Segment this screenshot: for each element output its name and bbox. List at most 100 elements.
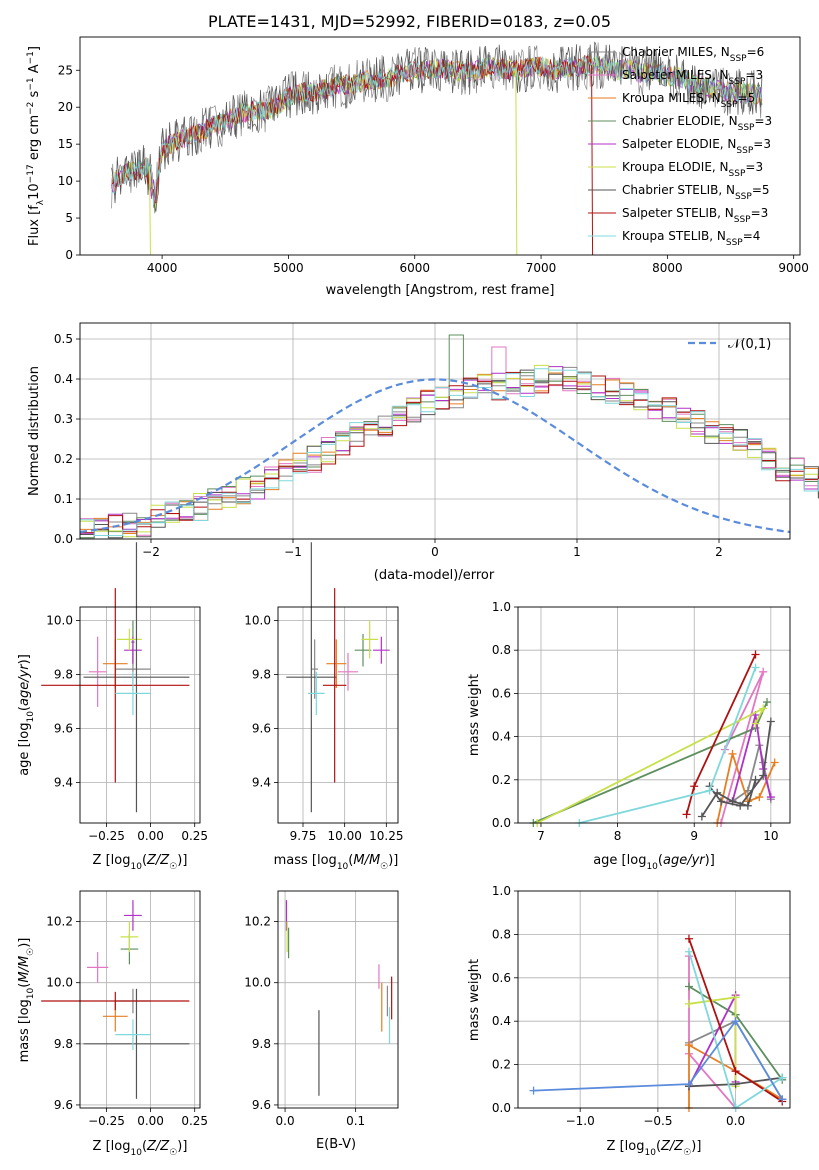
y-tick-label: 15 — [58, 137, 73, 151]
x-axis-label: mass [log10(M/M☉)] — [274, 853, 399, 872]
x-tick-label: 0.00 — [137, 829, 164, 843]
axes-frame — [517, 890, 791, 1109]
y-tick-label: 0.4 — [492, 730, 511, 744]
weight-marker — [770, 758, 779, 767]
legend-label: Kroupa ELODIE, NSSP=3 — [622, 160, 763, 179]
y-axis-label: mass [log10(M/M☉)] — [17, 938, 36, 1063]
weight-marker — [713, 788, 722, 797]
axes-frame — [79, 606, 201, 824]
y-tick-label: 0.6 — [492, 686, 511, 700]
x-tick-label: 10.25 — [369, 829, 403, 843]
weight-marker — [759, 704, 768, 713]
y-tick-label: 1.0 — [492, 600, 511, 614]
y-tick-label: 10.0 — [244, 614, 271, 628]
y-tick-label: 10 — [58, 174, 73, 188]
y-tick-label: 25 — [58, 63, 73, 77]
weight-marker — [759, 771, 768, 780]
weight-marker — [731, 1067, 740, 1076]
legend-label: Chabrier MILES, NSSP=6 — [622, 45, 764, 64]
y-tick-label: 0.4 — [492, 1014, 511, 1028]
weight-marker — [766, 717, 775, 726]
x-tick-label: 9000 — [778, 261, 809, 275]
x-tick-label: 10 — [763, 829, 778, 843]
y-tick-label: 0.3 — [54, 412, 73, 426]
y-tick-label: 0.0 — [492, 816, 511, 830]
x-tick-label: 0.25 — [181, 1114, 208, 1128]
x-tick-label: −1 — [284, 545, 302, 559]
y-tick-label: 9.6 — [54, 722, 73, 736]
y-tick-label: 9.8 — [252, 668, 271, 682]
y-tick-label: 10.2 — [244, 915, 271, 929]
spectrum-dropout — [515, 70, 518, 256]
weight-marker — [778, 1073, 787, 1082]
y-tick-label: 9.6 — [54, 1098, 73, 1112]
weight-marker — [759, 667, 768, 676]
x-tick-label: −2 — [142, 545, 160, 559]
weight-marker — [684, 999, 693, 1008]
y-tick-label: 9.4 — [54, 776, 73, 790]
weight-marker — [751, 663, 760, 672]
y-axis-label: age [log10(age/yr)] — [17, 654, 36, 776]
y-tick-label: 5 — [65, 211, 73, 225]
x-axis-label: Z [log10(Z/Z☉)] — [93, 1139, 188, 1158]
spectrum-line — [111, 54, 592, 204]
weight-line — [688, 994, 737, 1087]
y-tick-label: 9.8 — [54, 668, 73, 682]
legend-label: Salpeter STELIB, NSSP=3 — [622, 206, 768, 225]
y-tick-label: 9.6 — [252, 722, 271, 736]
normal-curve — [79, 378, 791, 534]
y-tick-label: 10.2 — [46, 915, 73, 929]
weight-marker — [684, 1080, 693, 1089]
legend-label: 𝒩(0,1) — [728, 337, 771, 352]
weight-marker — [751, 650, 760, 659]
weight-marker — [728, 797, 737, 806]
weight-line — [716, 750, 776, 824]
weight-marker — [697, 812, 706, 821]
weight-marker — [731, 1080, 740, 1089]
x-tick-label: 8 — [614, 829, 622, 843]
axes-frame — [277, 890, 399, 1109]
y-axis-label: Flux [fλ10−17 erg cm−2 s−1 A−1] — [26, 46, 46, 246]
legend-label: Kroupa MILES, NSSP=5 — [622, 91, 755, 110]
weight-marker — [684, 947, 693, 956]
y-tick-label: 0.6 — [492, 971, 511, 985]
legend-label: Chabrier ELODIE, NSSP=3 — [622, 114, 772, 133]
y-tick-label: 10.0 — [46, 976, 73, 990]
weight-line — [688, 1043, 783, 1108]
legend-label: Kroupa STELIB, NSSP=4 — [622, 229, 760, 248]
weight-marker — [728, 749, 737, 758]
y-tick-label: 1.0 — [492, 884, 511, 898]
spectrum-line — [111, 55, 763, 205]
weight-line — [720, 671, 765, 824]
x-tick-label: −0.25 — [88, 829, 125, 843]
axes-frame — [517, 606, 791, 824]
x-tick-label: 6000 — [399, 261, 430, 275]
weight-marker — [731, 993, 740, 1002]
weight-marker — [529, 1086, 538, 1095]
axes-frame — [79, 36, 801, 256]
x-tick-label: −0.25 — [88, 1114, 125, 1128]
y-axis-label: mass weight — [467, 959, 482, 1041]
weight-marker — [684, 934, 693, 943]
x-axis-label: E(B-V) — [316, 1137, 356, 1152]
x-axis-label: (data-model)/error — [374, 568, 495, 583]
y-tick-label: 10.0 — [46, 614, 73, 628]
weight-marker — [690, 782, 699, 791]
histogram-step — [80, 368, 819, 537]
y-tick-label: 0.0 — [492, 1101, 511, 1115]
y-axis-label: mass weight — [467, 674, 482, 756]
y-tick-label: 0.8 — [492, 643, 511, 657]
weight-marker — [755, 793, 764, 802]
y-tick-label: 9.6 — [252, 1098, 271, 1112]
weight-marker — [682, 810, 691, 819]
legend-label: Salpeter ELODIE, NSSP=3 — [622, 137, 771, 156]
y-tick-label: 0 — [65, 248, 73, 262]
weight-marker — [731, 1017, 740, 1026]
x-axis-label: Z [log10(Z/Z☉)] — [607, 1139, 702, 1158]
x-tick-label: 2 — [715, 545, 723, 559]
x-tick-label: 9.75 — [290, 829, 317, 843]
y-tick-label: 0.2 — [54, 452, 73, 466]
x-axis-label: age [log10(age/yr)] — [593, 853, 715, 872]
y-tick-label: 0.2 — [492, 1058, 511, 1072]
